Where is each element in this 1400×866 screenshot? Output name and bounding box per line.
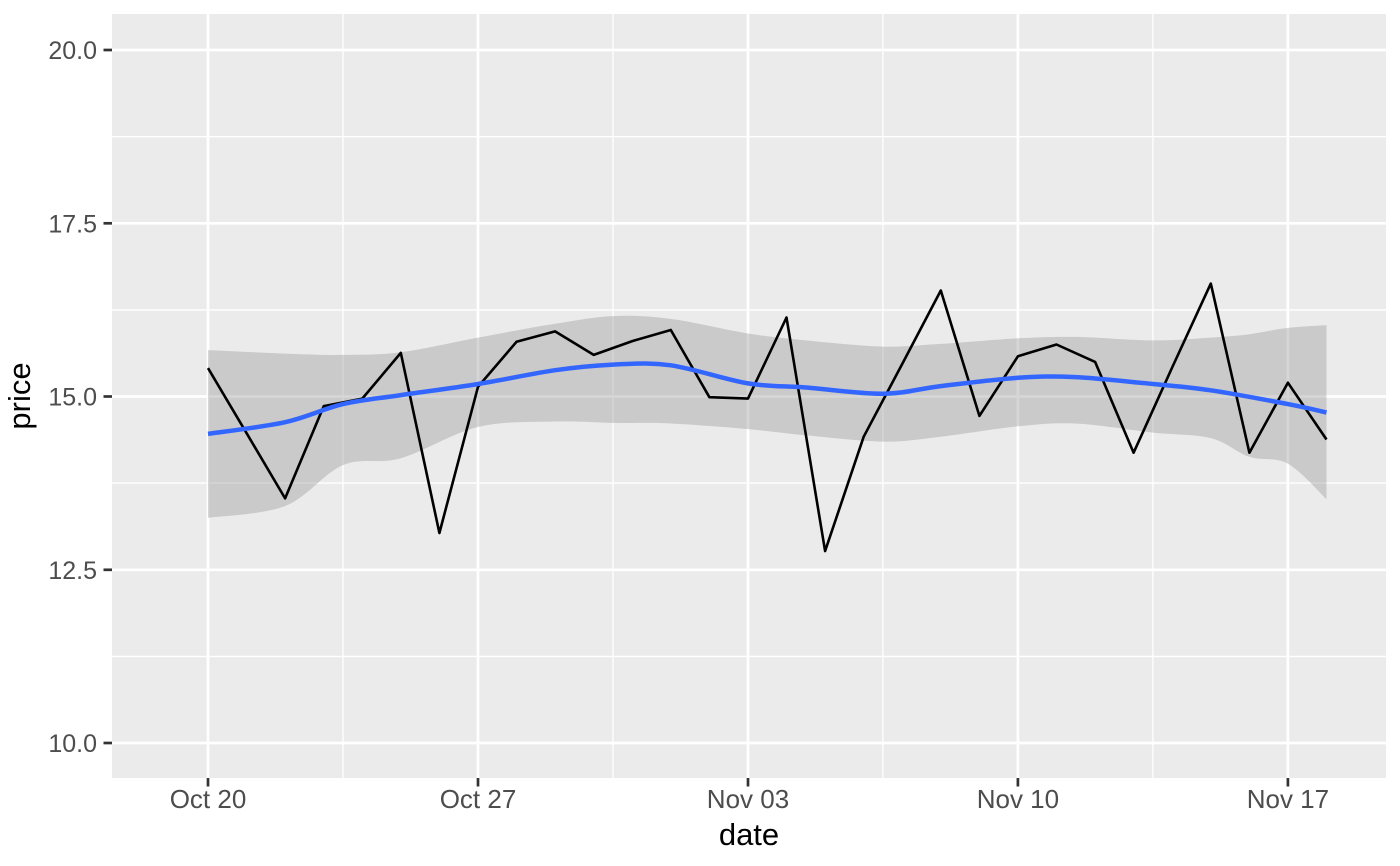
confidence-ribbon [208,315,1327,518]
y-tick-label: 12.5 [48,557,97,585]
y-tick-label: 10.0 [48,730,97,758]
y-tick-label: 17.5 [48,210,97,238]
axis-tick-labels: 10.0 12.5 15.0 17.5 20.0 Oct 20 Oct 27 Nov 03 No… [48,37,1329,814]
price-line [206,282,1328,553]
x-tick-label: Nov 03 [707,784,789,814]
y-axis-title: price [2,362,37,429]
loess-smooth-line [207,361,1327,437]
data-series [206,282,1328,553]
x-tick-label: Oct 27 [440,784,517,814]
x-tick-label: Oct 20 [170,784,247,814]
x-tick-label: Nov 17 [1247,784,1329,814]
y-tick-label: 15.0 [48,384,97,412]
x-axis-title: date [719,817,779,852]
axis-tick-marks [103,48,1290,787]
y-tick-label: 20.0 [48,37,97,65]
confidence-ribbon-area [208,315,1327,518]
x-tick-label: Nov 10 [977,784,1059,814]
